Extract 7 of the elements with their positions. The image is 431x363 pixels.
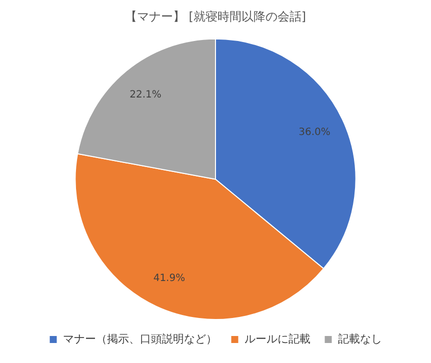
data-label: 41.9% <box>153 272 186 284</box>
chart-title: 【マナー】 [就寝時間以降の会話] <box>124 9 306 24</box>
legend-label: ルールに記載 <box>244 332 310 346</box>
legend-label: 記載なし <box>338 332 382 346</box>
legend-label: マナー（掲示、口頭説明など） <box>62 332 217 346</box>
data-label: 36.0% <box>298 127 330 138</box>
data-label: 22.1% <box>130 90 162 101</box>
